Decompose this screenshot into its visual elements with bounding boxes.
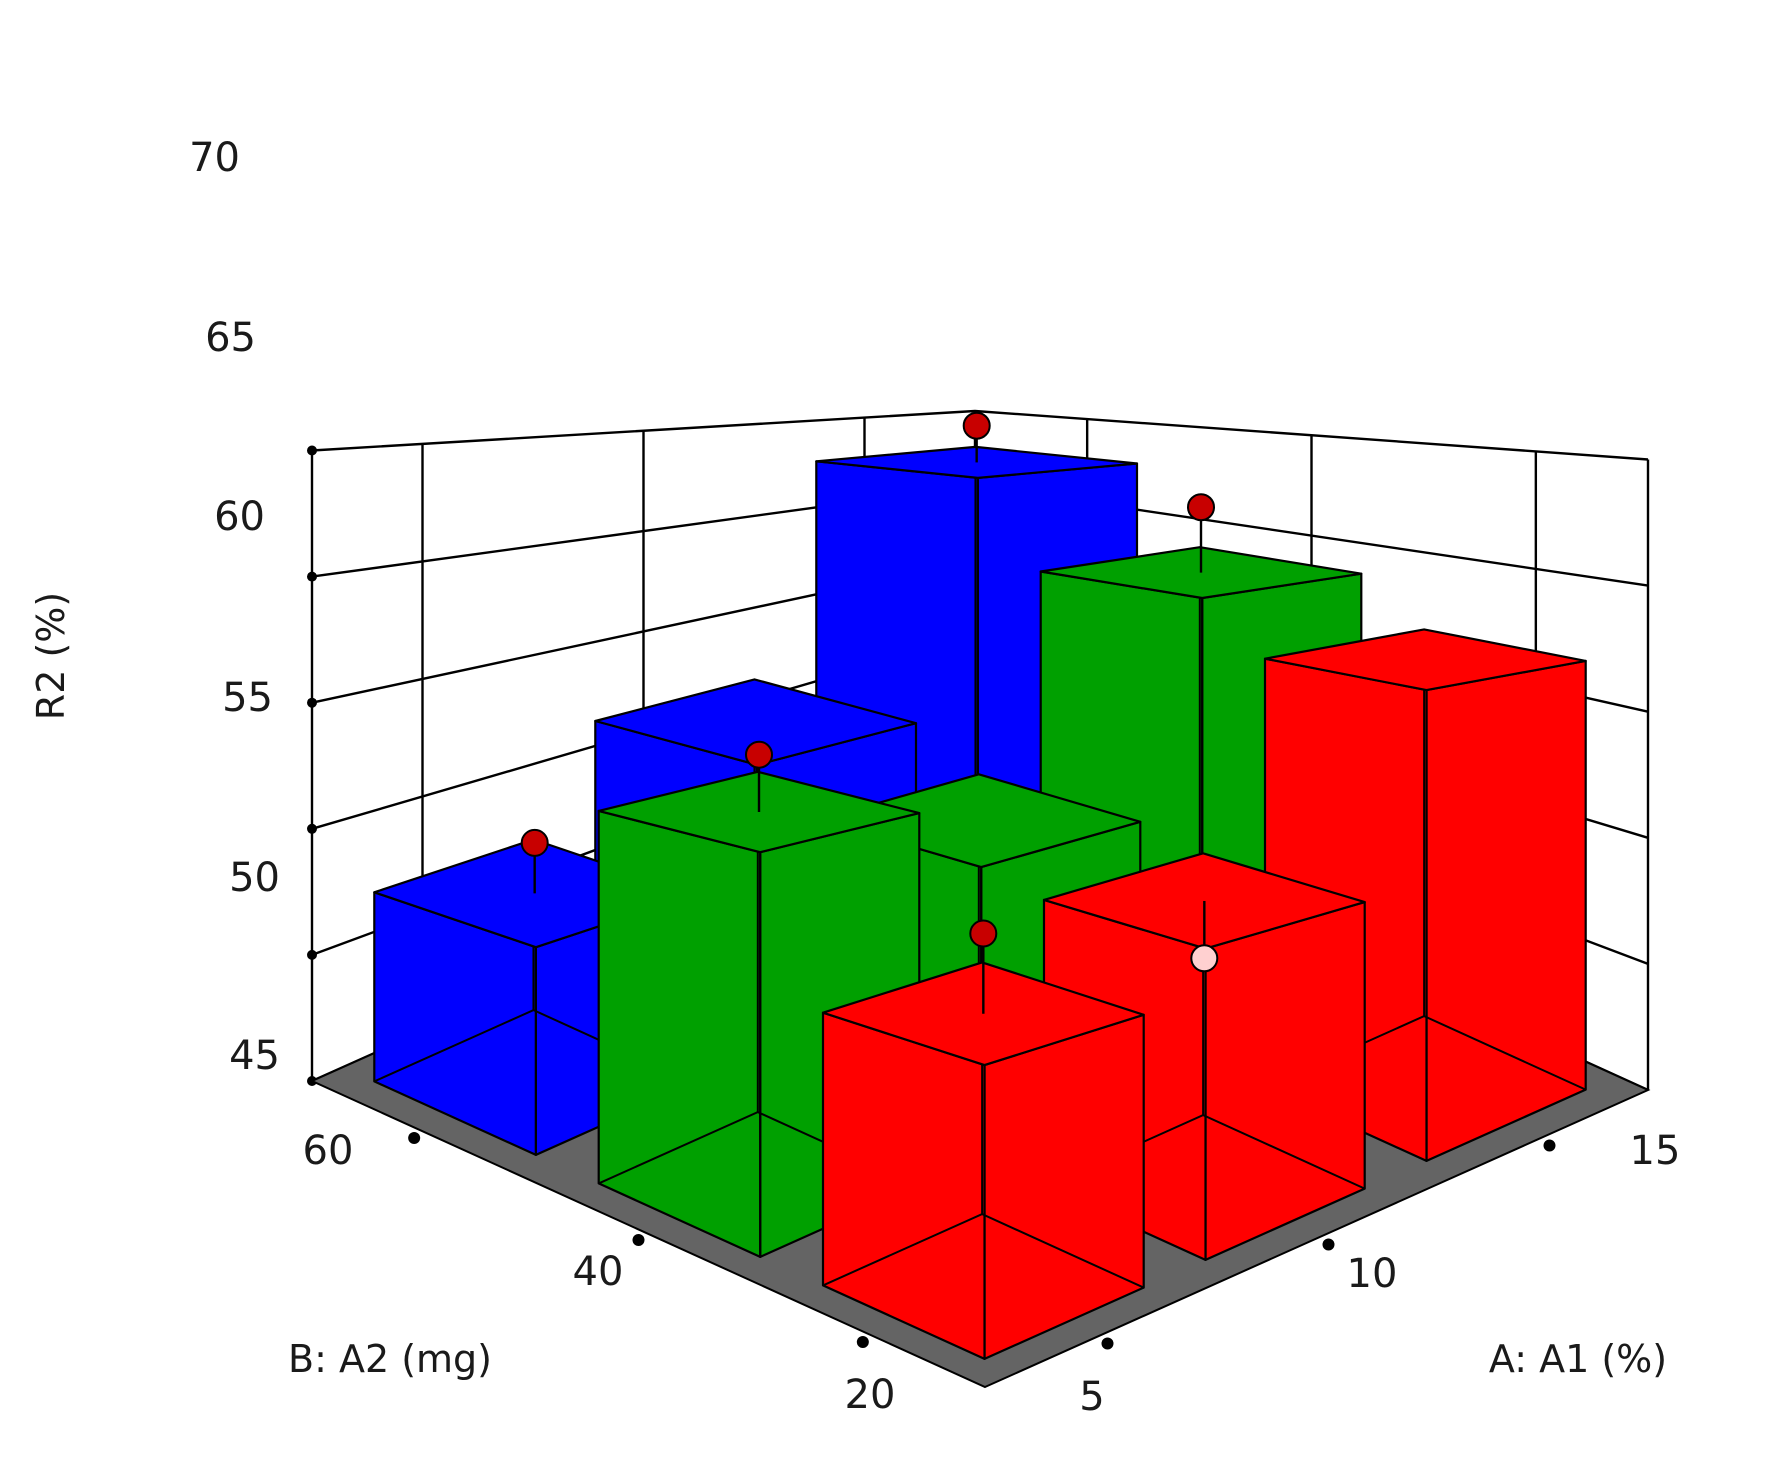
- x-tick-label: 15: [1630, 1128, 1681, 1174]
- design-points: [520, 411, 1219, 1014]
- bar-face-right: [1425, 659, 1587, 1163]
- design-point-marker: [969, 919, 998, 948]
- design-point-marker: [962, 411, 991, 440]
- x-tick-mark: [1322, 1238, 1335, 1251]
- x-tick-label: 5: [1079, 1374, 1104, 1420]
- z-tick-mark: [307, 445, 317, 456]
- y-tick-mark: [856, 1336, 869, 1348]
- design-point: [969, 919, 998, 1014]
- design-point: [520, 828, 549, 894]
- design-point: [962, 411, 991, 463]
- bar-face-left: [597, 809, 762, 1259]
- z-gridline: [311, 409, 1649, 461]
- design-point: [745, 740, 773, 813]
- y-tick-label: 20: [845, 1372, 896, 1418]
- bar-face-top: [594, 678, 918, 766]
- x-tick-mark: [1101, 1337, 1114, 1350]
- y-tick-mark: [632, 1234, 645, 1246]
- z-tick-label: 70: [189, 135, 240, 181]
- bar-face-top: [1042, 852, 1366, 950]
- bar-face-top: [1263, 628, 1587, 692]
- design-point: [1190, 900, 1219, 973]
- bars: [373, 445, 1587, 1361]
- y-tick-label: 40: [573, 1249, 624, 1295]
- x-axis-title: A: A1 (%): [1489, 1337, 1667, 1381]
- x-tick-mark: [1543, 1139, 1556, 1152]
- design-point-marker: [520, 828, 549, 857]
- z-tick-label: 65: [205, 315, 256, 361]
- bar-a1-5-a2-20: [821, 961, 1145, 1361]
- y-tick-mark: [408, 1132, 421, 1144]
- design-point-marker: [1187, 493, 1215, 522]
- design-point-marker: [1190, 944, 1219, 973]
- axes: 45 50 55 60 65 70 5 10 15 20 40 60 A: A1…: [29, 135, 1680, 1420]
- y-tick-label: 60: [303, 1128, 354, 1174]
- z-tick-label: 55: [222, 675, 273, 721]
- x-tick-label: 10: [1347, 1251, 1398, 1297]
- z-tick-label: 45: [229, 1033, 280, 1079]
- z-axis-title: R2 (%): [29, 592, 73, 720]
- design-point: [1187, 493, 1215, 573]
- design-point-marker: [745, 740, 773, 769]
- z-tick-label: 60: [214, 494, 265, 540]
- y-axis-title: B: A2 (mg): [288, 1337, 492, 1381]
- z-tick-label: 50: [229, 855, 280, 901]
